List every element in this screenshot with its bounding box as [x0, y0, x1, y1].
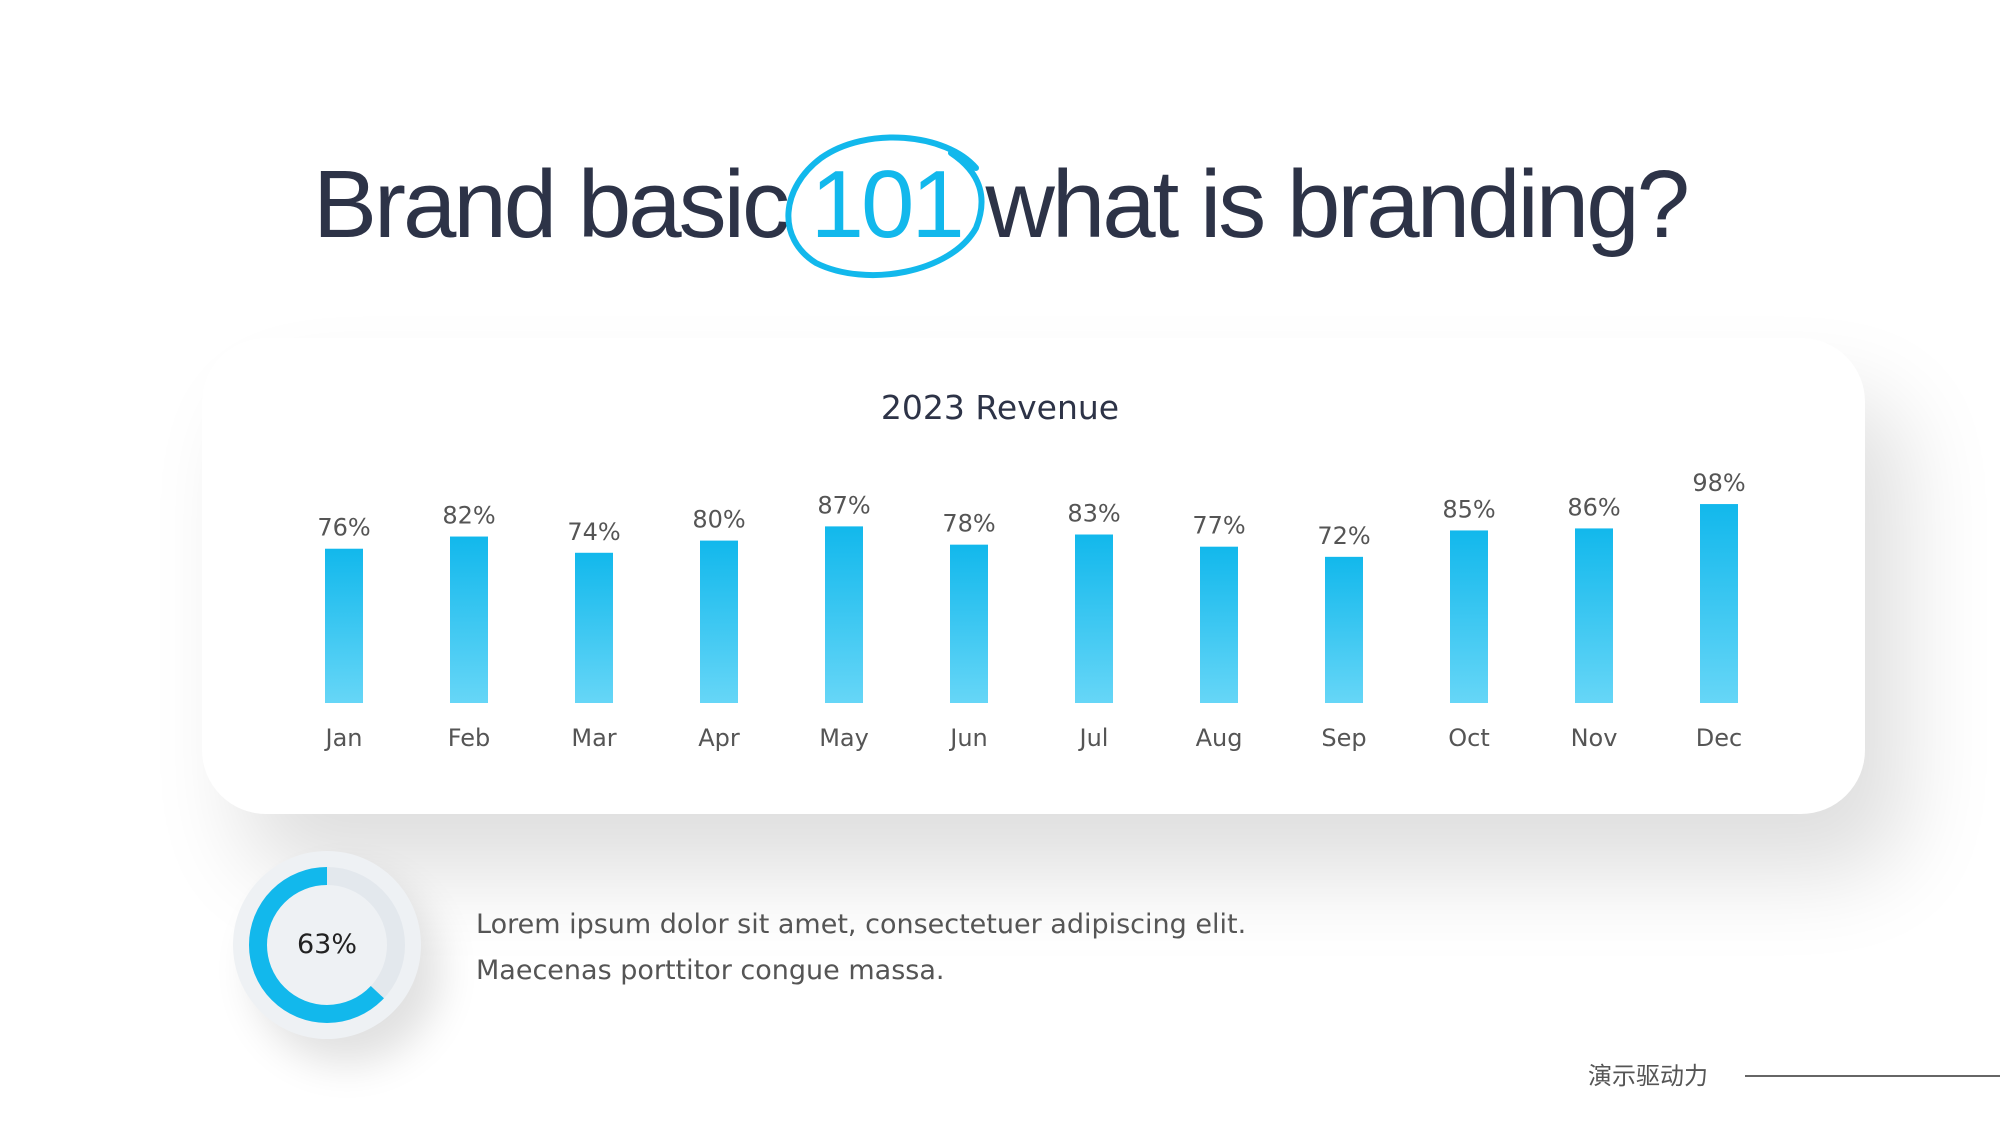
donut-percentage: 63%	[296, 929, 357, 960]
title-text-before: Brand basic	[313, 151, 811, 258]
title-text-after: what is branding?	[961, 151, 1689, 258]
value-label: 72%	[1317, 522, 1370, 550]
progress-donut	[233, 851, 421, 1039]
value-label: 85%	[1442, 495, 1495, 523]
bar-mar	[575, 552, 613, 703]
category-label: Jul	[1078, 724, 1109, 752]
title-highlight: 101	[810, 151, 965, 258]
value-label: 83%	[1067, 500, 1120, 528]
description: Lorem ipsum dolor sit amet, consectetuer…	[476, 902, 1246, 994]
category-label: Oct	[1448, 724, 1490, 752]
value-label: 87%	[817, 491, 870, 519]
value-label: 74%	[567, 518, 620, 546]
category-label: Feb	[448, 724, 491, 752]
category-label: Jun	[948, 724, 988, 752]
value-label: 77%	[1192, 512, 1245, 540]
progress-ring	[249, 867, 405, 1023]
value-label: 86%	[1567, 493, 1620, 521]
bar-nov	[1575, 528, 1613, 703]
value-label: 82%	[442, 502, 495, 530]
category-label: Jan	[324, 724, 363, 752]
bar-aug	[1200, 546, 1238, 703]
bar-sep	[1325, 556, 1363, 703]
category-label: Apr	[698, 724, 740, 752]
highlight-circle-decoration	[785, 134, 985, 278]
bar-oct	[1450, 530, 1488, 703]
bar-apr	[700, 540, 738, 703]
description-line-2: Maecenas porttitor congue massa.	[476, 955, 945, 986]
bar-feb	[450, 536, 488, 703]
category-label: May	[819, 724, 869, 752]
page-title: Brand basic 101 what is branding?	[0, 150, 2000, 260]
category-label: Dec	[1696, 724, 1742, 752]
footer-brand: 演示驱动力	[1588, 1062, 1708, 1090]
category-label: Sep	[1321, 724, 1366, 752]
category-label: Aug	[1196, 724, 1243, 752]
bar-jan	[325, 548, 363, 703]
value-label: 98%	[1692, 469, 1745, 497]
bar-jun	[950, 544, 988, 703]
footer-divider	[1745, 1075, 2000, 1077]
chart-title: 2023 Revenue	[880, 388, 1120, 427]
value-label: 78%	[942, 510, 995, 538]
description-line-1: Lorem ipsum dolor sit amet, consectetuer…	[476, 909, 1247, 940]
category-label: Nov	[1571, 724, 1618, 752]
category-label: Mar	[571, 724, 616, 752]
bar-dec	[1700, 504, 1738, 703]
bar-may	[825, 526, 863, 703]
bar-jul	[1075, 534, 1113, 703]
value-label: 76%	[317, 514, 370, 542]
value-label: 80%	[692, 506, 745, 534]
